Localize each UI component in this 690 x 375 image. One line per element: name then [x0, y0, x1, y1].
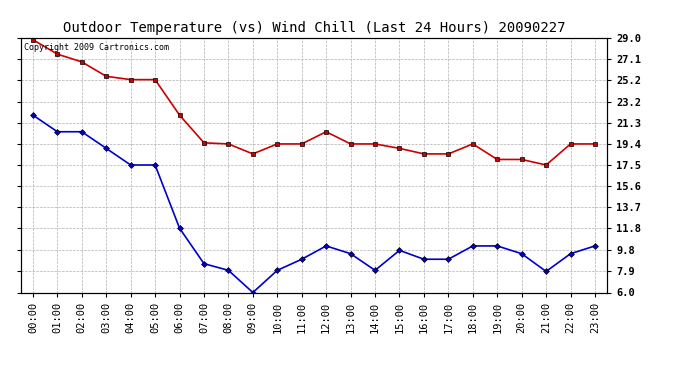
Text: Copyright 2009 Cartronics.com: Copyright 2009 Cartronics.com — [23, 43, 168, 52]
Title: Outdoor Temperature (vs) Wind Chill (Last 24 Hours) 20090227: Outdoor Temperature (vs) Wind Chill (Las… — [63, 21, 565, 35]
